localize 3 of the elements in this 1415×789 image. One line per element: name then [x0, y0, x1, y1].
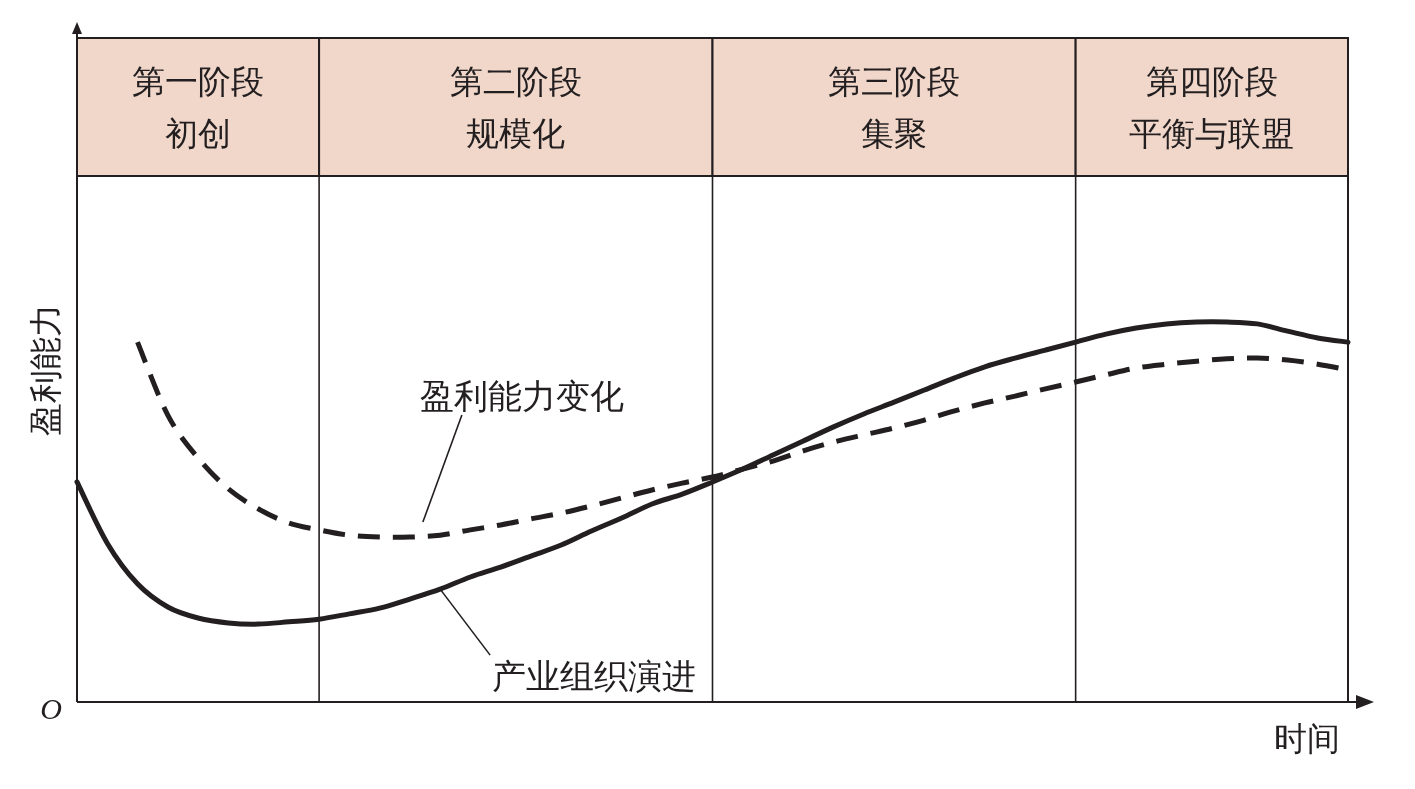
x-axis-title: 时间 [1274, 721, 1340, 757]
origin-label: O [40, 692, 62, 725]
y-axis-title: 盈利能力 [28, 304, 64, 436]
